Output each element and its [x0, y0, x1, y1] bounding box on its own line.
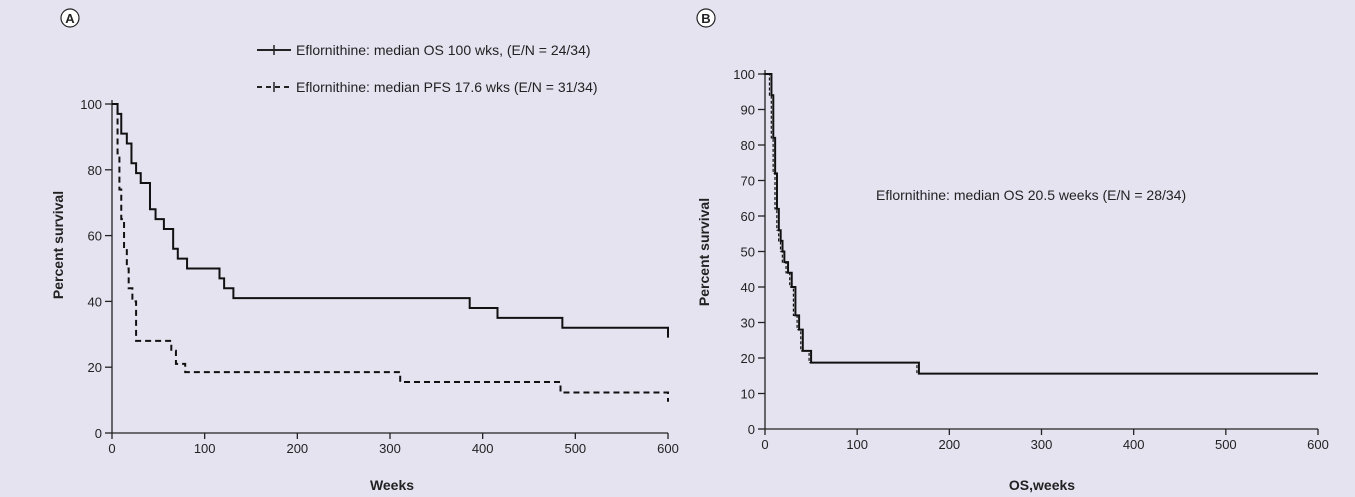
panel-b-y-tick-label: 20: [741, 351, 755, 366]
panel-a-axes: [105, 100, 669, 439]
panel-a-tick-labels: 0 100 200 300 400 500 600 0 20 40 60 80 100: [80, 97, 679, 456]
panel-a-y-axis-label: Percent survival: [50, 191, 66, 299]
panel-b-y-tick-label: 0: [748, 422, 755, 437]
panel-b-y-tick-label: 90: [741, 103, 755, 118]
panel-b-y-tick-label: 40: [741, 280, 755, 295]
panel-a-x-tick-label: 100: [194, 441, 216, 456]
panel-a-series-0-line: [112, 103, 669, 338]
panel-a-legend: Eflornithine: median OS 100 wks, (E/N = …: [257, 42, 598, 95]
panel-a-y-tick-label: 100: [80, 97, 102, 112]
panel-b-x-tick-label: 200: [938, 437, 960, 452]
panel-b-y-tick-label: 80: [741, 138, 755, 153]
panel-b-y-tick-label: 100: [733, 67, 755, 82]
panel-a-y-tick-label: 60: [88, 229, 102, 244]
panel-b-x-tick-label: 300: [1031, 437, 1053, 452]
panel-a-series: [112, 103, 669, 402]
panel-b-y-tick-label: 10: [741, 387, 755, 402]
panel-a-series-1-line: [112, 103, 669, 402]
panel-a-y-tick-label: 20: [88, 360, 102, 375]
panel-b-y-tick-label: 70: [741, 174, 755, 189]
panel-b-x-tick-label: 600: [1307, 437, 1329, 452]
panel-b-x-axis-label: OS,weeks: [1009, 477, 1075, 493]
panel-b-y-tick-label: 50: [741, 245, 755, 260]
panel-b-letter-circle: [696, 8, 716, 28]
panel-b-series-0-line: [765, 73, 1318, 375]
panel-b-y-tick-label: 60: [741, 209, 755, 224]
panel-a-x-tick-label: 600: [657, 441, 679, 456]
panel-a-y-tick-label: 40: [88, 294, 102, 309]
panel-b-series-0-overlay: [763, 73, 1316, 375]
panel-a-x-tick-label: 300: [379, 441, 401, 456]
panel-b: B 0 100 200 300 400 500 600 0 10 20 30 40 50 60 70 80 90…: [696, 8, 1329, 493]
panel-b-tick-labels: 0 100 200 300 400 500 600 0 10 20 30 40 50 60 70 80 90 10…: [733, 67, 1329, 452]
panel-a-x-tick-label: 200: [286, 441, 308, 456]
panel-b-y-axis-label: Percent survival: [696, 198, 712, 306]
panel-a-x-axis-label: Weeks: [370, 477, 414, 493]
panel-a-x-tick-label: 500: [564, 441, 586, 456]
panel-b-x-tick-label: 0: [761, 437, 768, 452]
panel-b-x-tick-label: 400: [1123, 437, 1145, 452]
panel-b-letter: B: [701, 11, 710, 26]
legend-item-pfs: Eflornithine: median PFS 17.6 wks (E/N =…: [296, 79, 598, 95]
panel-a-y-tick-label: 80: [88, 163, 102, 178]
panel-a-x-tick-label: 400: [472, 441, 494, 456]
panel-b-series: [763, 73, 1318, 375]
panel-a-x-tick-label: 0: [108, 441, 115, 456]
panel-a-y-tick-label: 0: [95, 426, 102, 441]
panel-a-letter-circle: [60, 8, 80, 28]
panel-b-x-tick-label: 100: [846, 437, 868, 452]
panel-b-x-tick-label: 500: [1215, 437, 1237, 452]
panel-b-annotation: Eflornithine: median OS 20.5 weeks (E/N …: [876, 187, 1186, 203]
panel-b-axes: [758, 70, 1319, 435]
panel-a-letter: A: [65, 11, 75, 26]
panel-b-y-tick-label: 30: [741, 316, 755, 331]
legend-item-os: Eflornithine: median OS 100 wks, (E/N = …: [296, 42, 591, 58]
